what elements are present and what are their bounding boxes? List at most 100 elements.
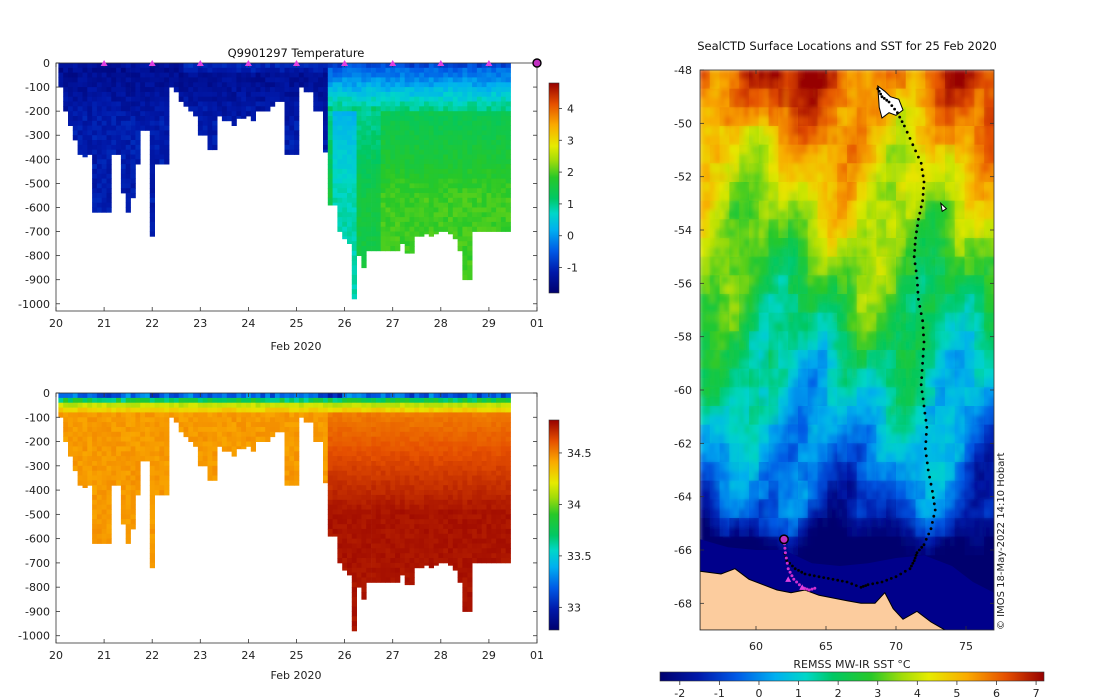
section-cell: [125, 130, 131, 136]
section-cell: [207, 397, 213, 404]
section-cell: [380, 72, 386, 78]
section-cell: [125, 393, 131, 399]
section-cell: [356, 154, 362, 160]
section-cell: [327, 144, 333, 151]
sst-pixel: [856, 70, 863, 80]
section-cell: [207, 91, 213, 98]
section-cell: [366, 144, 372, 151]
section-cell: [347, 140, 353, 146]
section-cell: [289, 82, 295, 88]
section-cell: [428, 154, 434, 160]
section-cell: [327, 67, 333, 73]
section-cell: [265, 407, 271, 413]
section-cell: [217, 402, 223, 408]
section-cell: [438, 475, 444, 481]
section-cell: [457, 436, 463, 442]
section-cell: [116, 431, 122, 438]
section-cell: [72, 465, 78, 472]
section-cell: [424, 154, 430, 160]
section-cell: [375, 130, 382, 136]
section-cell: [452, 562, 458, 569]
section-cell: [226, 407, 232, 413]
section-cell: [419, 456, 425, 462]
section-cell: [303, 77, 309, 83]
temperature-x-axis: 20 21 22 23 24 25 26 27 28 29 01: [49, 63, 544, 330]
section-cell: [500, 178, 507, 184]
section-cell: [87, 465, 93, 472]
section-cell: [472, 217, 478, 223]
section-cell: [409, 77, 415, 83]
section-cell: [419, 197, 425, 203]
section-cell: [169, 72, 175, 78]
section-cell: [294, 87, 300, 93]
section-cell: [356, 582, 362, 588]
section-cell: [419, 116, 425, 122]
section-cell: [207, 402, 213, 408]
section-cell: [505, 480, 511, 486]
section-cell: [164, 87, 170, 93]
sst-pixel: [945, 79, 951, 90]
section-cell: [424, 422, 430, 428]
section-cell: [193, 101, 199, 107]
section-cell: [505, 91, 511, 98]
section-cell: [202, 96, 208, 102]
section-cell: [347, 465, 353, 472]
section-cell: [342, 538, 348, 544]
section-cell: [106, 528, 112, 535]
section-cell: [500, 504, 507, 510]
section-cell: [289, 412, 295, 418]
section-cell: [323, 125, 329, 131]
section-cell: [188, 407, 194, 413]
section-cell: [149, 212, 155, 218]
section-cell: [318, 417, 324, 423]
section-cell: [116, 412, 122, 418]
section-cell: [120, 183, 127, 189]
section-cell: [443, 106, 449, 112]
section-cell: [414, 519, 420, 525]
section-cell: [347, 82, 353, 88]
section-cell: [318, 422, 324, 428]
section-cell: [496, 202, 502, 208]
section-cell: [241, 393, 247, 399]
sst-pixel: [714, 79, 721, 90]
section-cell: [159, 436, 165, 442]
section-cell: [404, 241, 410, 247]
sst-pixel: [851, 88, 858, 99]
section-cell: [77, 63, 83, 69]
section-cell: [332, 397, 338, 404]
section-cell: [92, 436, 98, 442]
section-cell: [149, 202, 155, 208]
section-cell: [342, 499, 348, 506]
section-cell: [101, 183, 107, 189]
section-cell: [404, 159, 410, 165]
section-cell: [438, 193, 444, 199]
x-tick-label: 20: [49, 317, 63, 330]
section-cell: [438, 417, 444, 423]
section-cell: [419, 514, 425, 520]
section-cell: [433, 553, 439, 559]
section-cell: [154, 82, 160, 88]
section-cell: [284, 417, 290, 423]
section-cell: [486, 188, 492, 194]
section-cell: [260, 101, 266, 107]
section-cell: [361, 168, 367, 175]
section-cell: [356, 407, 362, 413]
section-cell: [289, 461, 295, 467]
profile-marker: [293, 60, 300, 66]
section-cell: [500, 221, 507, 228]
section-cell: [409, 221, 415, 228]
section-cell: [472, 470, 478, 476]
section-cell: [318, 407, 324, 413]
section-cell: [419, 504, 425, 510]
section-cell: [438, 499, 444, 506]
section-cell: [505, 451, 511, 457]
section-cell: [130, 96, 136, 102]
section-cell: [265, 101, 271, 107]
sst-pixel: [949, 79, 956, 90]
section-cell: [82, 111, 88, 117]
section-cell: [443, 446, 449, 452]
section-cell: [149, 221, 155, 228]
section-cell: [399, 106, 406, 112]
section-cell: [327, 456, 333, 462]
section-cell: [395, 125, 401, 131]
